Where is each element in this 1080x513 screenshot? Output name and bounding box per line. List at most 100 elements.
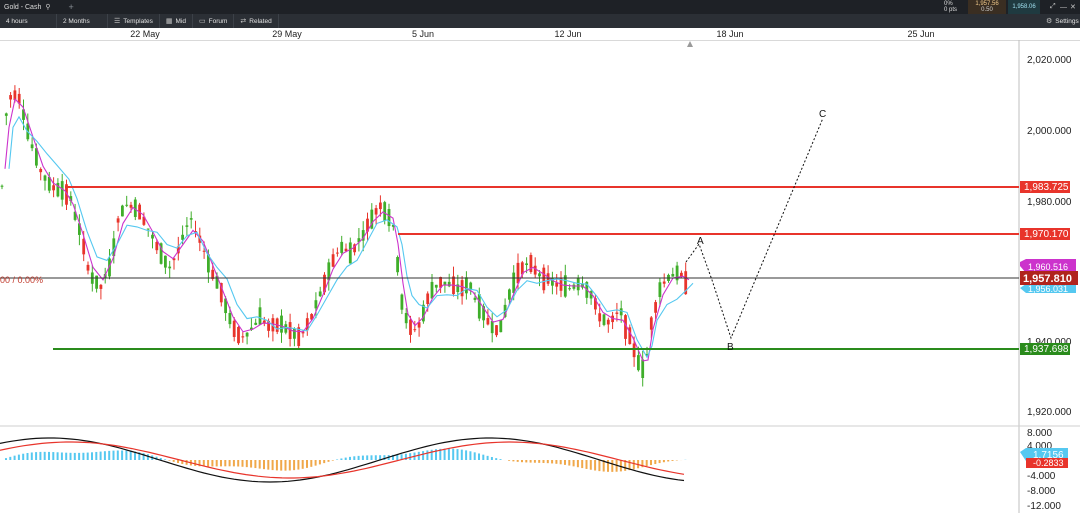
related-icon: ⇄ [240, 18, 247, 25]
related-button[interactable]: ⇄ Related [234, 14, 279, 28]
price-type-icon: ▦ [165, 18, 173, 25]
macd-histogram-bar [611, 460, 614, 472]
candle-body [344, 248, 348, 252]
candle-body [39, 168, 43, 173]
macd-histogram-bar [516, 460, 519, 462]
candle-body [637, 355, 640, 371]
macd-histogram-bar [404, 453, 407, 460]
candle-body [606, 319, 610, 325]
title-bar: Gold - Cash ⚲ + 0% 0 pts 1,957.56 0.50 1… [0, 0, 1080, 14]
macd-histogram-bar [250, 460, 253, 468]
interval-select[interactable]: 4 hours [0, 14, 57, 28]
candle-body [628, 327, 632, 345]
candle-body [121, 205, 124, 217]
minimize-icon[interactable]: — [1060, 3, 1067, 11]
chart-toolbar: 4 hours 2 Months ☰ Templates ▦ Mid ▭ For… [0, 14, 1080, 28]
search-icon[interactable]: ⚲ [45, 4, 51, 11]
macd-histogram-bar [91, 452, 93, 460]
macd-histogram-bar [361, 455, 364, 460]
macd-histogram-bar [22, 453, 25, 460]
candle-body [473, 297, 477, 300]
macd-histogram-bar [589, 460, 592, 470]
macd-histogram-bar [164, 459, 167, 460]
candle-body [168, 266, 172, 269]
macd-histogram-bar [224, 460, 227, 467]
candle-body [465, 277, 468, 294]
candle-body [43, 175, 47, 181]
macd-histogram-bar [521, 460, 523, 463]
price-tick: 2,020.000 [1027, 55, 1072, 66]
macd-histogram-bar [357, 455, 360, 460]
candle-body [632, 343, 636, 358]
candle-body [594, 298, 597, 310]
macd-histogram-bar [392, 454, 394, 460]
buy-price-button[interactable]: 1,958.06 [1008, 0, 1040, 14]
macd-histogram-bar [172, 460, 175, 462]
candle-body [460, 280, 464, 297]
macd-histogram-bar [654, 460, 657, 465]
instrument-title: Gold - Cash [4, 3, 42, 11]
settings-button[interactable]: ⚙ Settings [1040, 14, 1080, 28]
interval-label: 4 hours [6, 17, 28, 25]
macd-histogram-bar [275, 460, 278, 471]
ma-fast-line [4, 97, 690, 362]
candle-body [228, 313, 232, 325]
candle-body [602, 314, 606, 325]
mid-label: Mid [175, 17, 187, 25]
mid-button[interactable]: ▦ Mid [160, 14, 194, 28]
macd-histogram-bar [602, 460, 605, 472]
candle-body [47, 176, 51, 191]
macd-histogram-bar [366, 455, 369, 460]
macd-tick: -12.000 [1027, 501, 1061, 512]
candle-body [267, 320, 270, 331]
candle-body [262, 320, 266, 324]
candle-body [327, 262, 331, 281]
templates-button[interactable]: ☰ Templates [108, 14, 160, 28]
current-price-tag [1020, 271, 1078, 285]
macd-histogram-bar [142, 453, 145, 460]
candle-body [589, 291, 593, 299]
macd-histogram-bar [202, 460, 205, 467]
macd-histogram-bar [60, 452, 63, 460]
macd-histogram-bar [439, 448, 442, 460]
candle-body [542, 267, 546, 291]
macd-histogram-bar [490, 457, 493, 460]
macd-histogram-bar [607, 460, 609, 472]
forum-button[interactable]: ▭ Forum [193, 14, 235, 28]
candle-body [615, 312, 619, 314]
macd-histogram-bar [383, 455, 386, 460]
candle-body [490, 321, 494, 334]
macd-histogram-bar [482, 454, 485, 460]
candle-body [512, 272, 516, 293]
level-tag-upper-text: 1,983.725 [1024, 182, 1069, 193]
macd-histogram-bar [422, 451, 425, 460]
close-icon[interactable]: ✕ [1070, 4, 1076, 11]
macd-histogram-bar [469, 451, 472, 460]
macd-histogram-bar [159, 458, 162, 460]
scroll-handle-icon[interactable] [687, 41, 693, 47]
candle-body [4, 113, 8, 116]
expand-icon[interactable]: ⤢ [1050, 3, 1056, 10]
macd-histogram-bar [9, 456, 12, 460]
instrument-tab[interactable]: Gold - Cash ⚲ [0, 3, 51, 12]
macd-histogram-bar [551, 460, 554, 464]
ma-tag-slow [1020, 284, 1076, 293]
range-select[interactable]: 2 Months [57, 14, 108, 28]
candle-body [82, 238, 86, 255]
macd-histogram-bar [121, 450, 124, 460]
candle-body [146, 228, 150, 230]
macd-value-tag [1020, 448, 1068, 461]
candle-body [516, 262, 520, 284]
candle-body [430, 281, 434, 299]
candle-body [387, 209, 391, 227]
macd-histogram-bar [430, 449, 433, 460]
macd-signal-line [0, 441, 685, 479]
candle-body [293, 328, 296, 339]
candle-body [142, 216, 146, 225]
macd-histogram-bar [426, 450, 429, 460]
sell-price-button[interactable]: 1,957.56 0.50 [968, 0, 1006, 14]
add-tab-icon[interactable]: + [68, 2, 74, 12]
candle-body [658, 282, 662, 298]
candle-body [533, 265, 537, 275]
